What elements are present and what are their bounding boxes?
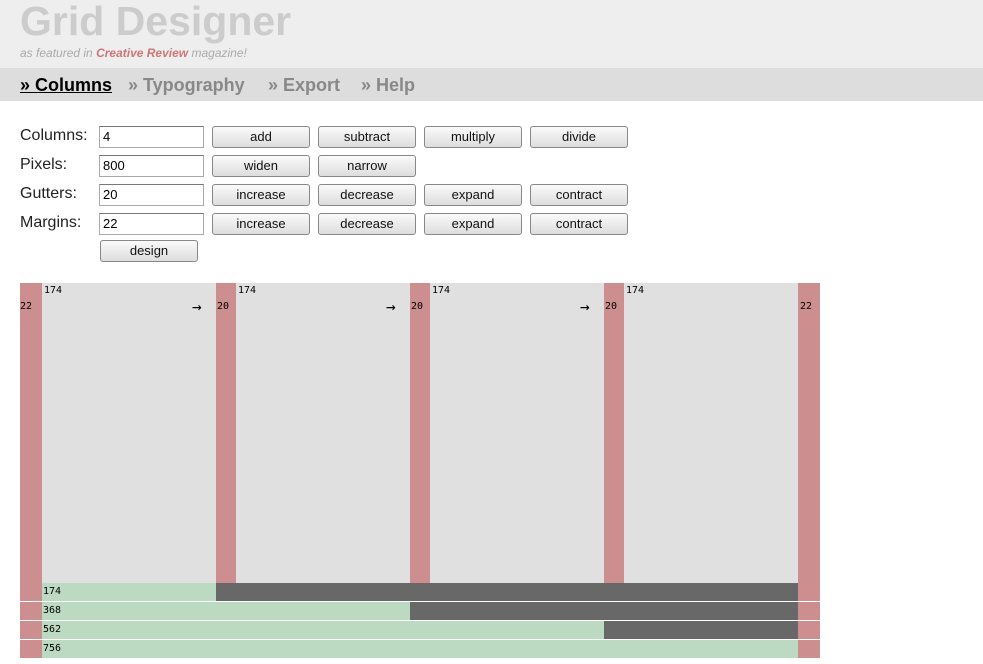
margin-label: 22 bbox=[20, 301, 33, 312]
button[interactable]: contract bbox=[530, 213, 628, 235]
column-label: 174 bbox=[432, 285, 451, 296]
button[interactable]: expand bbox=[424, 213, 522, 235]
margin bbox=[20, 283, 42, 583]
span-label: 756 bbox=[43, 643, 62, 654]
button[interactable]: divide bbox=[530, 126, 628, 148]
column bbox=[42, 283, 216, 583]
button[interactable]: add bbox=[212, 126, 310, 148]
subtitle: as featured in Creative Review magazine! bbox=[20, 46, 247, 60]
span-label: 174 bbox=[43, 586, 62, 597]
column-label: 174 bbox=[626, 285, 645, 296]
span-label: 562 bbox=[43, 624, 62, 635]
button[interactable]: decrease bbox=[318, 213, 416, 235]
field-label: Margins: bbox=[20, 214, 82, 231]
span-bar bbox=[42, 602, 410, 620]
margin bbox=[20, 602, 42, 620]
span-bar bbox=[42, 621, 604, 639]
subtitle-suffix: magazine! bbox=[191, 46, 247, 60]
text-input[interactable]: 22 bbox=[99, 213, 204, 235]
span-bar bbox=[42, 640, 798, 658]
span-bar bbox=[42, 583, 216, 601]
margin bbox=[798, 583, 820, 601]
nav-item[interactable]: » Help bbox=[361, 75, 416, 95]
field-label: Columns: bbox=[20, 127, 88, 144]
gutter bbox=[410, 283, 430, 583]
nav-item[interactable]: » Export bbox=[268, 75, 341, 95]
subtitle-prefix: as featured in bbox=[20, 46, 93, 60]
grid-preview: 22 22 174 20 → 174 20 → 174 20 → 174 174 368 562 756 bbox=[20, 283, 820, 658]
button[interactable]: decrease bbox=[318, 184, 416, 206]
span-rest bbox=[410, 602, 798, 620]
app-title: Grid Designer bbox=[20, 0, 292, 44]
span-label: 368 bbox=[43, 605, 62, 616]
margin bbox=[20, 583, 42, 601]
subtitle-link[interactable]: Creative Review bbox=[96, 46, 189, 60]
gutter-label: 20 bbox=[411, 301, 424, 312]
margin bbox=[798, 621, 820, 639]
button[interactable]: increase bbox=[212, 184, 310, 206]
gutter bbox=[604, 283, 624, 583]
button[interactable]: multiply bbox=[424, 126, 522, 148]
margin-label: 22 bbox=[800, 301, 813, 312]
field-label: Gutters: bbox=[20, 185, 77, 202]
column bbox=[430, 283, 604, 583]
text-input[interactable]: 20 bbox=[99, 184, 204, 206]
text-input[interactable]: 800 bbox=[99, 155, 204, 177]
span-rest bbox=[604, 621, 798, 639]
button[interactable]: subtract bbox=[318, 126, 416, 148]
arrow: → bbox=[386, 297, 396, 316]
span-rest bbox=[216, 583, 798, 601]
column-label: 174 bbox=[238, 285, 257, 296]
arrow: → bbox=[192, 297, 202, 316]
gutter-label: 20 bbox=[217, 301, 230, 312]
margin bbox=[20, 621, 42, 639]
button[interactable]: widen bbox=[212, 155, 310, 177]
header: Grid Designer as featured in Creative Re… bbox=[0, 0, 983, 68]
gutter bbox=[216, 283, 236, 583]
nav-bar: » Columns » Typography » Export » Help bbox=[0, 68, 983, 101]
margin bbox=[798, 640, 820, 658]
margin bbox=[20, 640, 42, 658]
button[interactable]: expand bbox=[424, 184, 522, 206]
arrow: → bbox=[580, 297, 590, 316]
nav-item[interactable]: » Typography bbox=[128, 75, 245, 95]
column bbox=[236, 283, 410, 583]
button[interactable]: increase bbox=[212, 213, 310, 235]
button[interactable]: design bbox=[100, 240, 198, 262]
button[interactable]: narrow bbox=[318, 155, 416, 177]
nav-item[interactable]: » Columns bbox=[20, 75, 113, 95]
button[interactable]: contract bbox=[530, 184, 628, 206]
gutter-label: 20 bbox=[605, 301, 618, 312]
text-input[interactable]: 4 bbox=[99, 126, 204, 148]
column-label: 174 bbox=[44, 285, 63, 296]
field-label: Pixels: bbox=[20, 156, 68, 173]
margin bbox=[798, 602, 820, 620]
margin bbox=[798, 283, 820, 583]
column bbox=[624, 283, 798, 583]
